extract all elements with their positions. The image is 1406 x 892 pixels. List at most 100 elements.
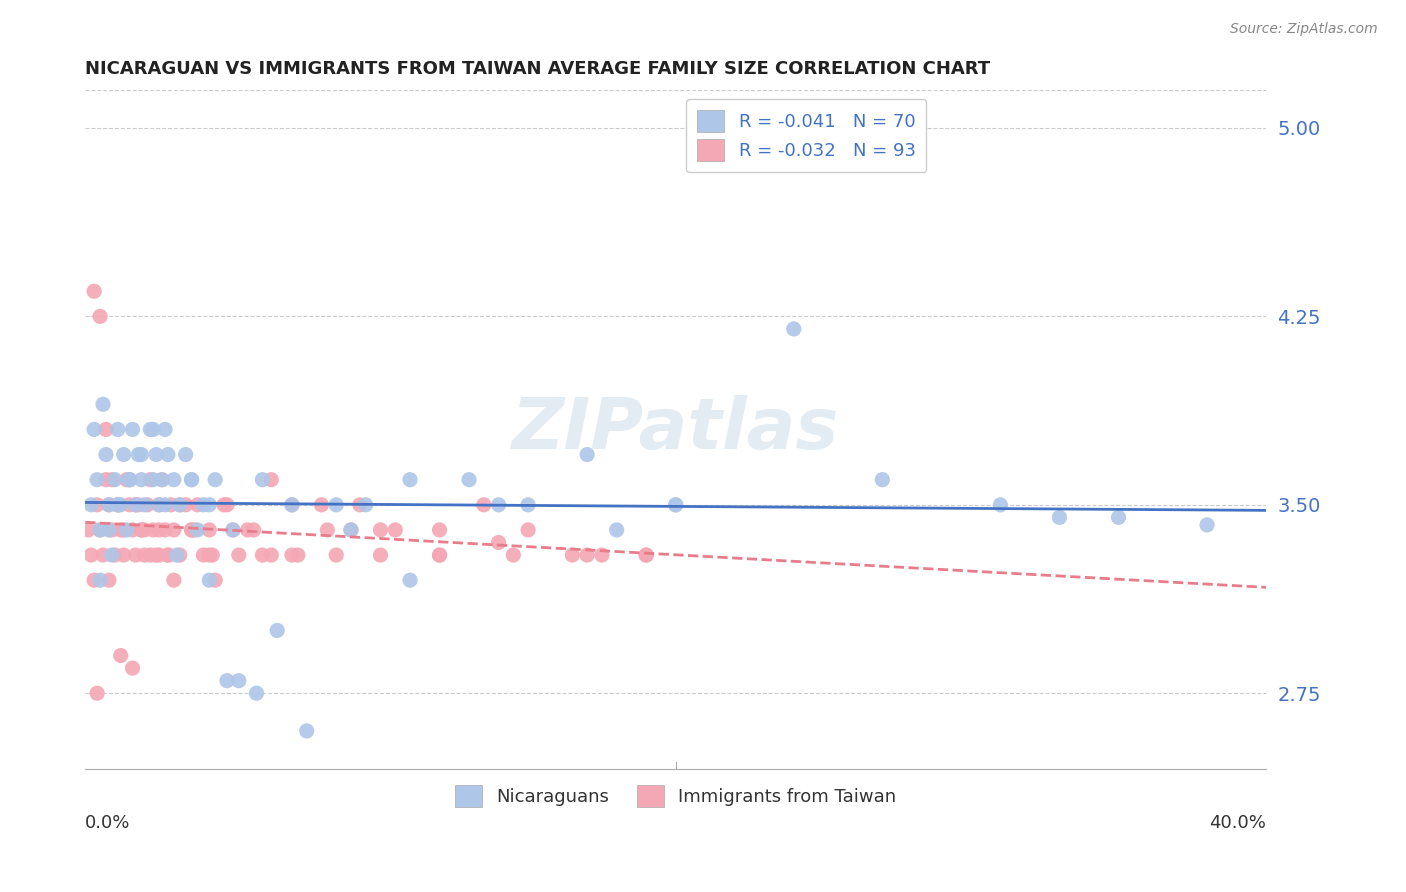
Point bbox=[150, 473, 173, 487]
Point bbox=[89, 523, 111, 537]
Point bbox=[872, 473, 894, 487]
Point bbox=[281, 498, 304, 512]
Point bbox=[153, 498, 176, 512]
Point bbox=[186, 498, 208, 512]
Point bbox=[245, 686, 267, 700]
Point bbox=[124, 548, 146, 562]
Point bbox=[349, 498, 371, 512]
Point bbox=[118, 473, 141, 487]
Point bbox=[295, 723, 318, 738]
Point bbox=[198, 548, 221, 562]
Point bbox=[169, 548, 191, 562]
Point bbox=[517, 523, 540, 537]
Point bbox=[399, 573, 422, 587]
Point bbox=[340, 523, 363, 537]
Point bbox=[77, 523, 100, 537]
Point bbox=[118, 498, 141, 512]
Point bbox=[252, 473, 274, 487]
Point bbox=[142, 422, 165, 436]
Point bbox=[325, 548, 347, 562]
Point bbox=[242, 523, 264, 537]
Point bbox=[166, 548, 188, 562]
Point bbox=[104, 473, 127, 487]
Point bbox=[127, 448, 149, 462]
Point bbox=[228, 548, 250, 562]
Point bbox=[110, 523, 132, 537]
Point bbox=[121, 661, 143, 675]
Point bbox=[94, 473, 117, 487]
Point bbox=[384, 523, 406, 537]
Point bbox=[94, 448, 117, 462]
Point bbox=[260, 473, 283, 487]
Point bbox=[89, 523, 111, 537]
Point bbox=[121, 422, 143, 436]
Point bbox=[148, 548, 170, 562]
Point bbox=[180, 473, 202, 487]
Point bbox=[121, 523, 143, 537]
Point bbox=[399, 473, 422, 487]
Point bbox=[112, 548, 135, 562]
Point bbox=[118, 473, 141, 487]
Point bbox=[458, 473, 481, 487]
Point bbox=[127, 498, 149, 512]
Point bbox=[222, 523, 245, 537]
Point bbox=[370, 548, 392, 562]
Point bbox=[115, 523, 138, 537]
Point bbox=[80, 498, 103, 512]
Point bbox=[156, 548, 179, 562]
Point bbox=[107, 498, 129, 512]
Point bbox=[1108, 510, 1130, 524]
Point bbox=[139, 548, 162, 562]
Point bbox=[97, 523, 120, 537]
Point bbox=[204, 473, 226, 487]
Text: ZIPatlas: ZIPatlas bbox=[512, 395, 839, 464]
Point bbox=[204, 573, 226, 587]
Point bbox=[429, 548, 451, 562]
Point bbox=[502, 548, 524, 562]
Point bbox=[148, 498, 170, 512]
Point bbox=[222, 523, 245, 537]
Point bbox=[118, 473, 141, 487]
Point bbox=[83, 285, 105, 299]
Point bbox=[198, 573, 221, 587]
Point bbox=[124, 498, 146, 512]
Point bbox=[636, 548, 658, 562]
Point bbox=[561, 548, 583, 562]
Point bbox=[131, 523, 153, 537]
Point bbox=[325, 498, 347, 512]
Point bbox=[180, 523, 202, 537]
Point bbox=[101, 473, 124, 487]
Point bbox=[112, 523, 135, 537]
Point bbox=[193, 548, 215, 562]
Point bbox=[145, 448, 167, 462]
Point bbox=[134, 548, 156, 562]
Point bbox=[86, 498, 108, 512]
Point bbox=[281, 498, 304, 512]
Point bbox=[472, 498, 495, 512]
Point bbox=[110, 498, 132, 512]
Point bbox=[193, 498, 215, 512]
Point bbox=[236, 523, 259, 537]
Point bbox=[1049, 510, 1071, 524]
Point bbox=[83, 573, 105, 587]
Point bbox=[142, 523, 165, 537]
Point bbox=[517, 498, 540, 512]
Point bbox=[150, 473, 173, 487]
Point bbox=[340, 523, 363, 537]
Point bbox=[153, 422, 176, 436]
Point bbox=[163, 473, 186, 487]
Point bbox=[131, 523, 153, 537]
Point bbox=[228, 673, 250, 688]
Text: 40.0%: 40.0% bbox=[1209, 814, 1265, 832]
Point bbox=[89, 310, 111, 324]
Point bbox=[370, 523, 392, 537]
Point bbox=[94, 422, 117, 436]
Point bbox=[287, 548, 309, 562]
Point bbox=[252, 548, 274, 562]
Point bbox=[156, 548, 179, 562]
Point bbox=[107, 498, 129, 512]
Point bbox=[163, 523, 186, 537]
Point bbox=[153, 523, 176, 537]
Point bbox=[783, 322, 806, 336]
Point bbox=[201, 548, 224, 562]
